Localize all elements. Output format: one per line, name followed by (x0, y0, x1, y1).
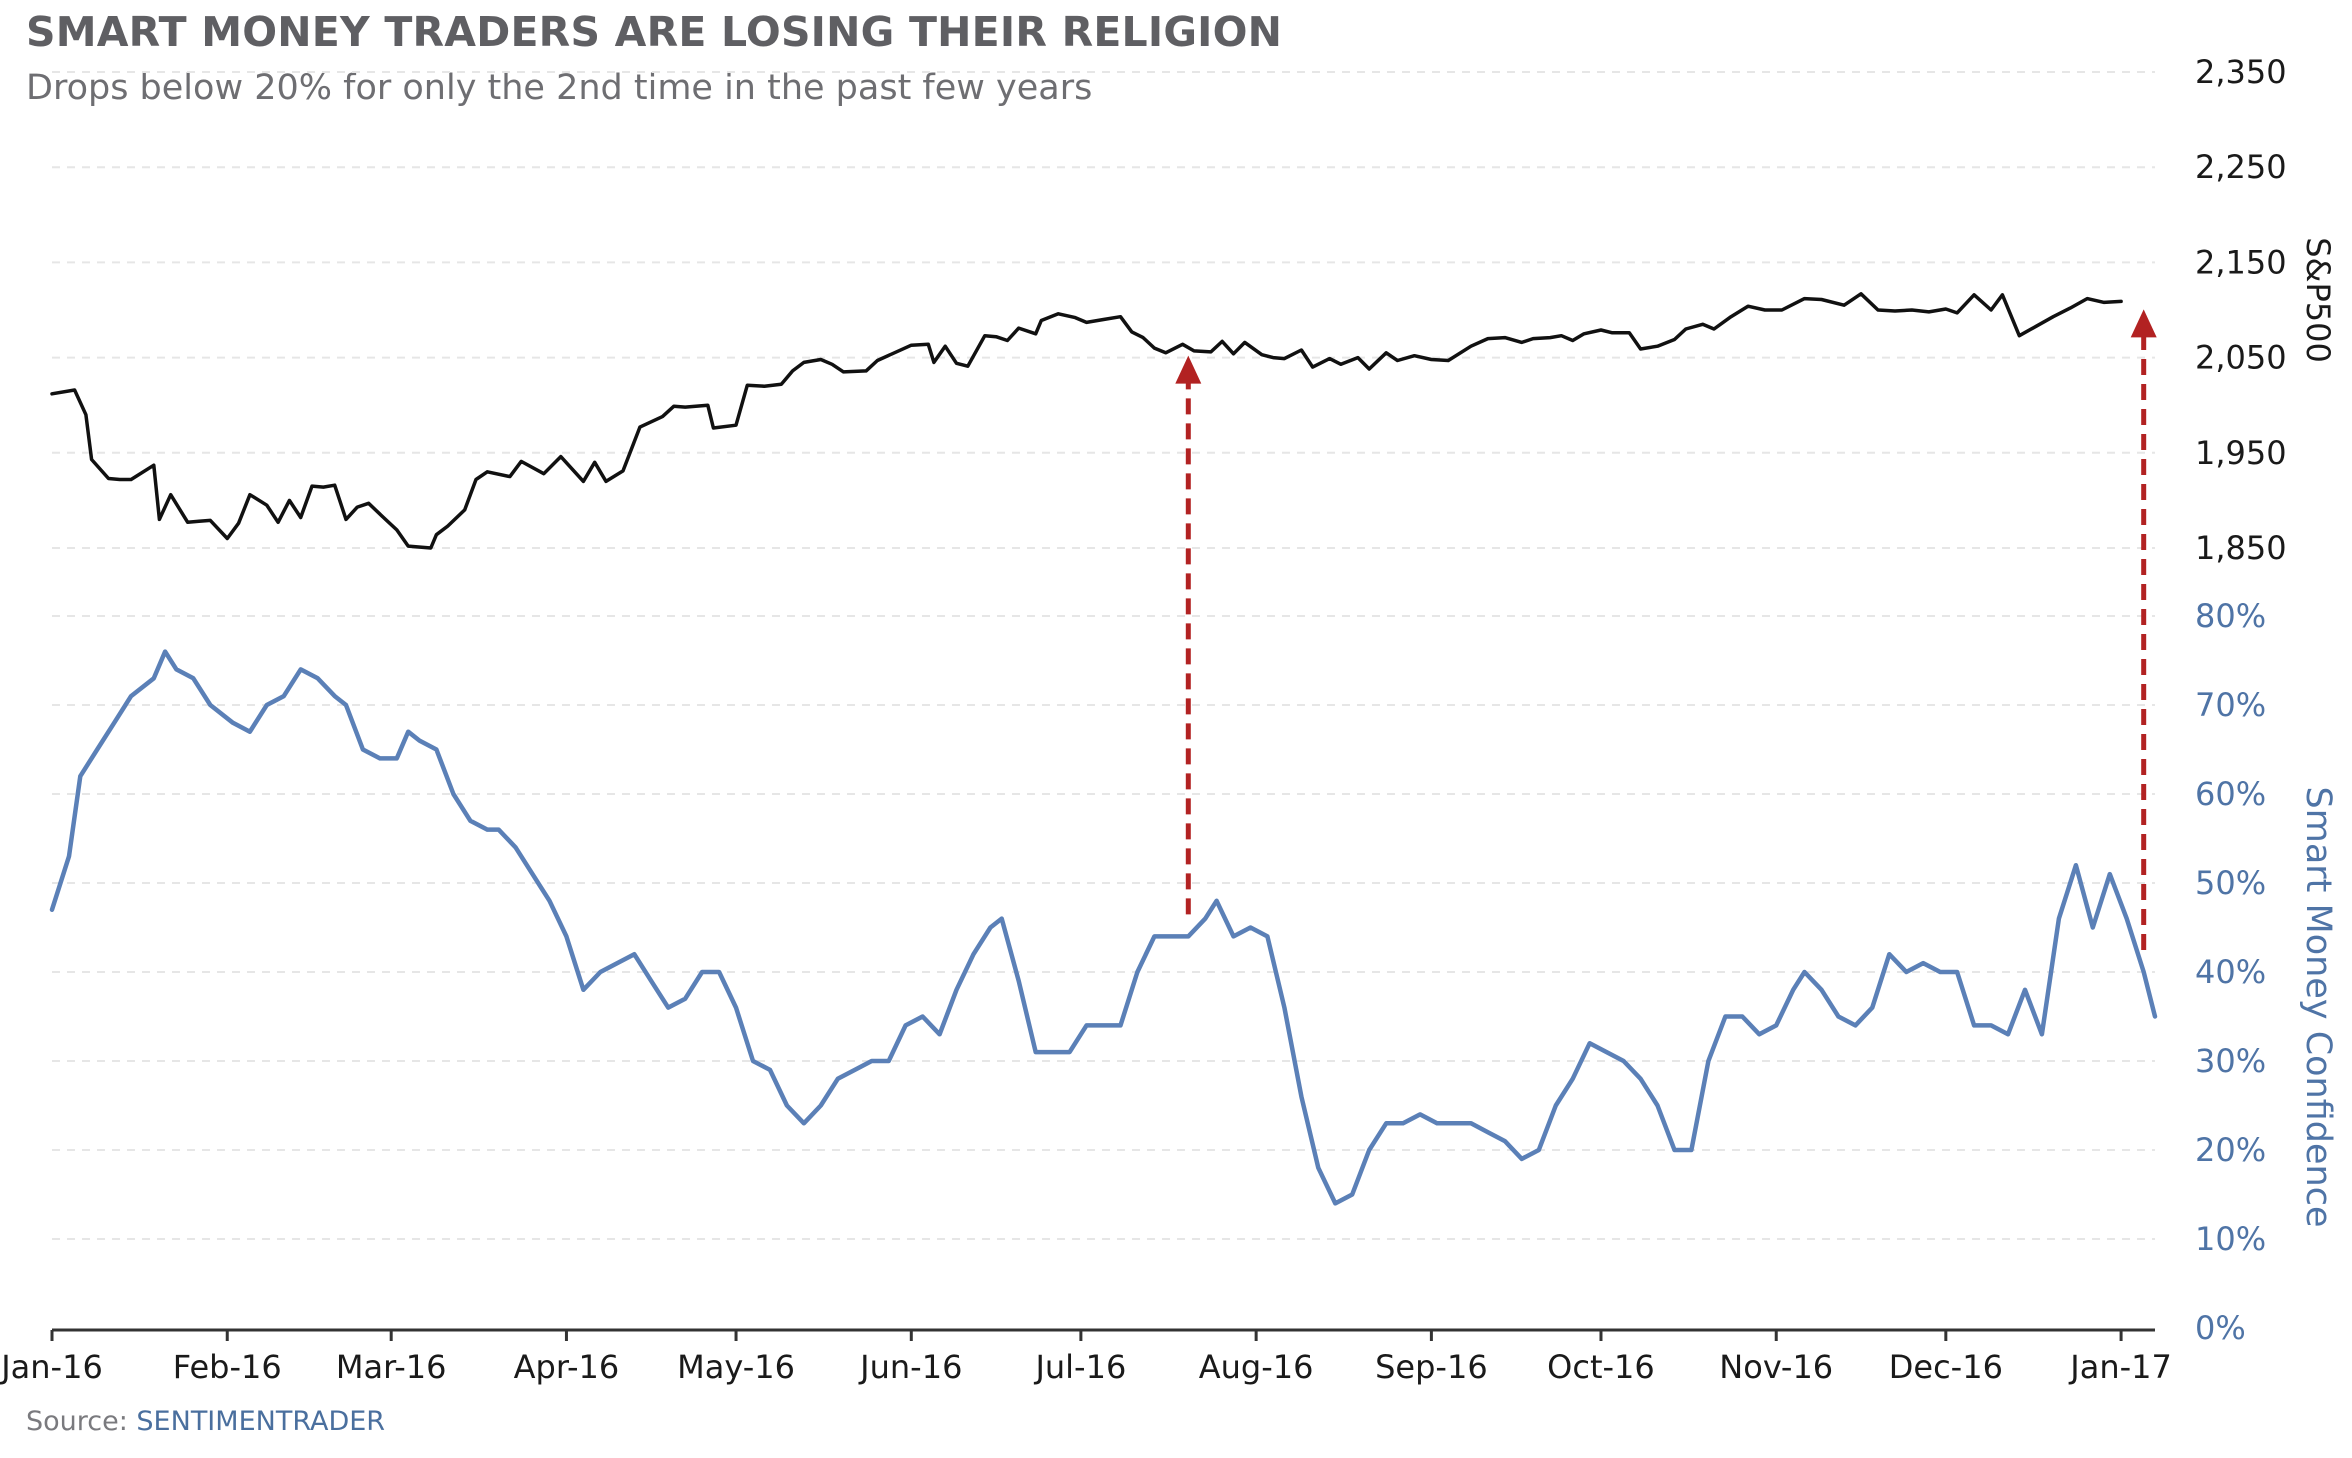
spx-tick-label: 2,350 (2195, 53, 2287, 91)
gridlines (52, 71, 2155, 1240)
x-tick-label: Nov-16 (1719, 1348, 1833, 1386)
confidence-series-line (49, 649, 2158, 1206)
confidence-tick-label: 50% (2195, 864, 2266, 902)
chart-title: SMART MONEY TRADERS ARE LOSING THEIR REL… (26, 8, 1283, 56)
confidence-tick-label: 60% (2195, 775, 2266, 813)
series-lines (49, 292, 2158, 1206)
confidence-tick-label: 70% (2195, 686, 2266, 724)
spx-series-line (50, 292, 2123, 550)
x-tick-label: May-16 (677, 1348, 795, 1386)
annotation-arrows (1175, 309, 2157, 950)
confidence-tick-label: 20% (2195, 1131, 2266, 1169)
confidence-tick-label: 40% (2195, 953, 2266, 991)
spx-tick-label: 2,250 (2195, 148, 2287, 186)
x-tick-label: Apr-16 (514, 1348, 620, 1386)
spx-tick-label: 2,150 (2195, 243, 2287, 281)
x-tick-label: Feb-16 (173, 1348, 282, 1386)
x-tick-label: Aug-16 (1199, 1348, 1314, 1386)
confidence-tick-label: 0% (2195, 1309, 2246, 1347)
x-tick-label: Jul-16 (1033, 1348, 1126, 1386)
confidence-tick-label: 80% (2195, 597, 2266, 635)
spx-tick-label: 1,850 (2195, 529, 2287, 567)
x-tick-label: Jan-16 (0, 1348, 103, 1386)
confidence-axis-title: Smart Money Confidence (2298, 787, 2338, 1228)
y-axes: 1,850 1,950 2,050 2,150 2,250 2,350 0% 10% 20% 30… (2195, 53, 2338, 1347)
confidence-tick-label: 30% (2195, 1042, 2266, 1080)
source-label: Source: (26, 1406, 137, 1437)
spx-tick-label: 1,950 (2195, 434, 2287, 472)
spx-tick-label: 2,050 (2195, 339, 2287, 377)
chart-subtitle: Drops below 20% for only the 2nd time in… (26, 68, 1093, 108)
x-tick-label: Jun-16 (858, 1348, 962, 1386)
source-credit: Source: SENTIMENTRADER (26, 1406, 385, 1437)
arrow-head (2130, 309, 2157, 338)
x-tick-label: Sep-16 (1375, 1348, 1488, 1386)
x-tick-label: Jan-17 (2068, 1348, 2172, 1386)
confidence-tick-label: 10% (2195, 1220, 2266, 1258)
x-axis: Jan-16 Feb-16 Mar-16 Apr-16 May-16 Jun-16 Jul-… (0, 1328, 2172, 1386)
x-tick-label: Oct-16 (1547, 1348, 1655, 1386)
x-tick-label: Dec-16 (1889, 1348, 2003, 1386)
spx-axis-title: S&P500 (2299, 237, 2337, 363)
x-tick-label: Mar-16 (336, 1348, 447, 1386)
source-brand: SENTIMENTRADER (136, 1406, 386, 1437)
arrow-head (1175, 355, 1202, 384)
